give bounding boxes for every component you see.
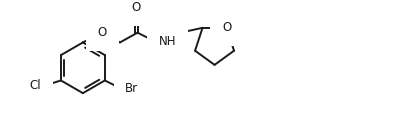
Text: Cl: Cl: [30, 79, 41, 92]
Text: O: O: [132, 1, 141, 14]
Text: O: O: [98, 26, 107, 39]
Text: Br: Br: [125, 82, 138, 95]
Text: NH: NH: [159, 35, 177, 48]
Text: O: O: [222, 21, 231, 34]
